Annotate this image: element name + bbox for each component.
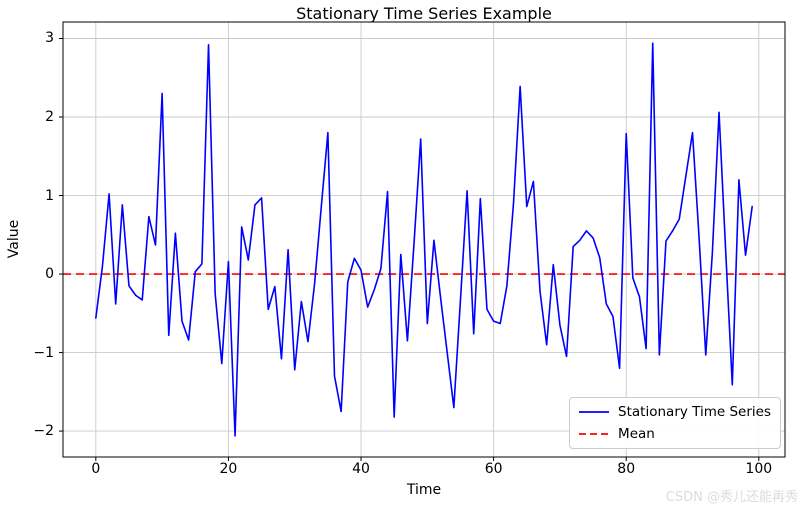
y-tick-label: 0 [45,266,54,283]
y-tick-label: −1 [33,344,54,361]
x-tick-label: 60 [484,461,503,477]
time-series-line [95,42,753,437]
x-tick-label: 100 [745,461,773,477]
x-tick-label: 40 [352,461,370,477]
legend-label: Stationary Time Series [618,404,771,420]
legend-entry: Mean [579,425,771,443]
y-tick-label: 2 [45,109,54,125]
chart-title: Stationary Time Series Example [296,4,552,23]
x-tick-label: 80 [617,461,636,477]
y-tick-label: −2 [33,423,54,440]
legend-label: Mean [618,426,655,442]
y-tick-label: 3 [45,30,54,47]
x-axis-label: Time [406,482,442,498]
x-tick-label: 0 [91,461,101,477]
dashed-line-swatch [579,433,610,435]
solid-line-swatch [579,411,610,413]
axes-frame [62,21,786,458]
legend: Stationary Time Series Mean [569,397,781,449]
legend-entry: Stationary Time Series [579,403,771,421]
y-tick-label: 1 [45,187,54,204]
x-tick-label: 20 [219,461,238,477]
watermark: CSDN @秀儿还能再秀 [665,490,798,505]
